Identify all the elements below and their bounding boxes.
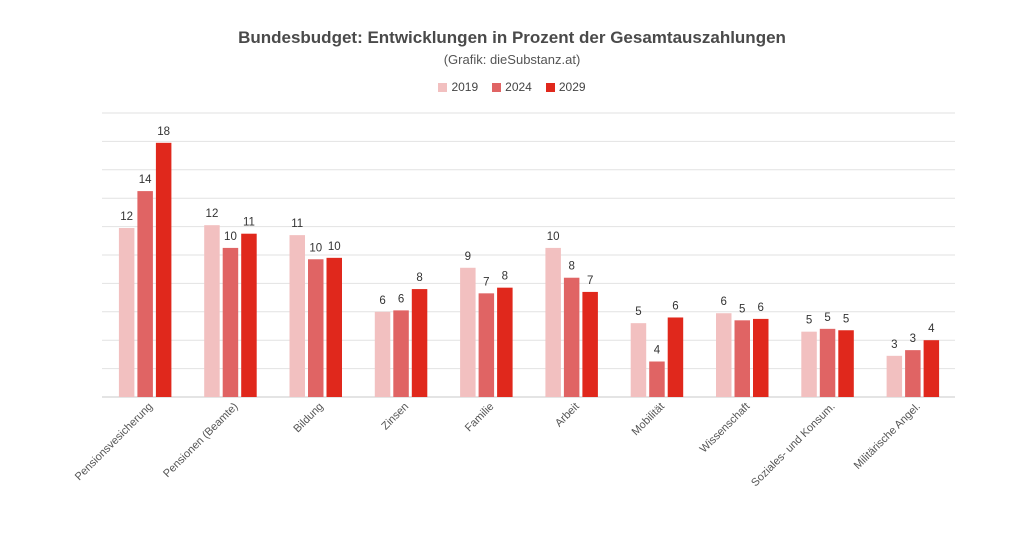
- chart-legend: 2019 2024 2029: [0, 80, 1024, 94]
- bar-2019-10: [886, 355, 903, 397]
- data-label-2029-6: 7: [587, 275, 593, 287]
- bar-2019-8: [716, 313, 732, 397]
- data-label-2029-4: 8: [416, 272, 422, 284]
- category-label: Bildung: [291, 401, 325, 435]
- data-label-2024-4: 6: [398, 293, 404, 305]
- bar-2029-10: [923, 340, 940, 397]
- legend-item-2029: 2029: [545, 80, 586, 94]
- data-label-2019-7: 5: [635, 306, 641, 318]
- category-label: Pensionen (Beamte): [161, 401, 240, 480]
- data-label-2019-8: 6: [721, 296, 727, 308]
- category-label: Zinsen: [379, 401, 411, 433]
- data-label-2024-8: 5: [739, 303, 745, 315]
- bar-2024-8: [734, 320, 750, 397]
- data-label-2024-5: 7: [483, 276, 489, 288]
- data-label-2019-2: 12: [206, 208, 219, 220]
- bar-2019-5: [460, 267, 476, 397]
- bar-2019-6: [545, 247, 561, 397]
- legend-swatch-2019: [438, 82, 448, 92]
- bar-2029-7: [667, 317, 684, 397]
- data-label-2019-3: 11: [291, 218, 303, 230]
- bar-2024-4: [393, 310, 409, 397]
- bar-2024-9: [819, 328, 836, 397]
- data-label-2024-2: 10: [224, 231, 237, 243]
- bar-2024-7: [649, 361, 665, 397]
- category-label: Soziales- und Konsum.: [749, 401, 837, 489]
- bar-2024-3: [308, 259, 324, 397]
- category-label: Militärische Angel.: [852, 401, 923, 472]
- bar-2029-5: [497, 287, 513, 397]
- legend-item-2019: 2019: [438, 80, 478, 94]
- bar-2019-1: [118, 228, 135, 397]
- data-label-2024-10: 3: [910, 333, 916, 345]
- bar-2019-2: [204, 225, 220, 397]
- data-label-2029-2: 11: [243, 217, 255, 229]
- data-label-2029-3: 10: [328, 241, 341, 253]
- data-label-2029-8: 6: [758, 302, 764, 314]
- bar-2024-10: [905, 350, 921, 397]
- bar-2024-6: [563, 277, 580, 397]
- data-label-2019-9: 5: [806, 315, 812, 327]
- category-label: Familie: [463, 401, 497, 435]
- data-label-2019-5: 9: [465, 251, 471, 263]
- bar-2029-8: [753, 318, 769, 397]
- data-label-2029-9: 5: [843, 313, 849, 325]
- data-label-2024-9: 5: [824, 312, 830, 324]
- bar-2029-4: [411, 289, 428, 397]
- legend-item-2024: 2024: [492, 80, 532, 94]
- data-label-2019-4: 6: [379, 295, 385, 307]
- chart-subtitle: (Grafik: dieSubstanz.at): [443, 52, 581, 67]
- legend-label-2029: 2029: [558, 80, 586, 94]
- data-label-2019-1: 12: [120, 211, 133, 223]
- legend-label-2019: 2019: [451, 80, 479, 94]
- category-label: Mobilität: [630, 401, 667, 438]
- category-label: Pensionsvesicherung: [73, 401, 155, 483]
- data-label-2029-5: 8: [502, 271, 508, 283]
- bar-2024-1: [137, 191, 153, 397]
- data-label-2019-6: 10: [547, 231, 560, 243]
- bar-2029-3: [326, 257, 342, 397]
- data-label-2024-3: 10: [309, 242, 322, 254]
- bar-2019-7: [630, 323, 647, 397]
- bar-2029-9: [838, 330, 854, 397]
- data-label-2029-10: 4: [928, 323, 935, 335]
- bar-2024-2: [222, 247, 239, 397]
- data-label-2029-1: 18: [157, 126, 170, 138]
- category-label: Arbeit: [553, 401, 582, 430]
- legend-label-2024: 2024: [505, 80, 532, 94]
- data-label-2019-10: 3: [891, 339, 897, 351]
- data-label-2024-1: 14: [139, 174, 152, 186]
- legend-swatch-2024: [492, 82, 502, 92]
- bar-2019-4: [374, 311, 391, 397]
- bar-2024-5: [478, 293, 495, 397]
- bar-2019-9: [801, 331, 817, 397]
- bar-2029-2: [241, 233, 257, 397]
- bar-2019-3: [289, 235, 305, 397]
- data-label-2024-6: 8: [568, 261, 574, 273]
- bar-2029-6: [582, 291, 598, 397]
- category-label: Wissenschaft: [698, 401, 753, 456]
- bar-2029-1: [155, 142, 172, 397]
- legend-swatch-2029: [545, 82, 555, 92]
- data-label-2024-7: 4: [654, 345, 661, 357]
- data-label-2029-7: 6: [672, 300, 678, 312]
- chart-title: Bundesbudget: Entwicklungen in Prozent d…: [238, 28, 786, 47]
